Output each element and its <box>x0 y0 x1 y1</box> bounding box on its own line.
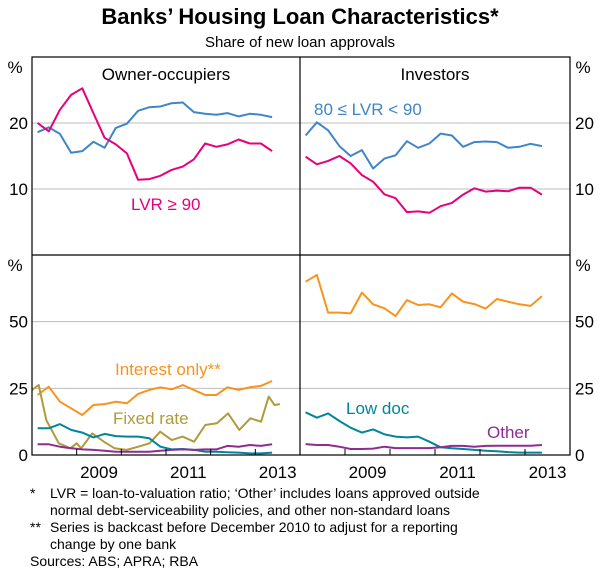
series-line-80-lvr-90 <box>304 121 543 170</box>
y-tick-label: 25 <box>9 379 28 398</box>
y-unit-label: % <box>575 58 590 77</box>
label-lvr-90: LVR ≥ 90 <box>131 195 201 214</box>
footnote-text: Series is backcast before December 2010 … <box>50 519 458 535</box>
y-tick-label: 20 <box>9 114 28 133</box>
series-line-lvr-90 <box>305 155 543 214</box>
y-tick-label: 0 <box>19 446 28 465</box>
footnote-mark: ** <box>30 519 41 535</box>
series-line-80-lvr-90 <box>37 101 273 154</box>
label-other: Other <box>487 423 530 442</box>
y-tick-label: 10 <box>9 180 28 199</box>
panel-title-owner: Owner-occupiers <box>102 65 231 84</box>
x-tick-label: 2011 <box>439 463 476 482</box>
x-tick-label: 2009 <box>349 463 387 482</box>
plot-frame <box>31 56 571 456</box>
y-tick-label: 0 <box>575 446 584 465</box>
footnote-mark: * <box>30 485 36 501</box>
footnote-text: change by one bank <box>50 536 177 552</box>
y-tick-label: 50 <box>575 313 594 332</box>
series-line-low-doc <box>305 411 542 454</box>
y-tick-label: 10 <box>575 180 594 199</box>
label-fixed-rate: Fixed rate <box>113 409 189 428</box>
footnote-text: LVR = loan-to-valuation ratio; ‘Other’ i… <box>50 485 480 501</box>
y-tick-label: 50 <box>9 313 28 332</box>
series-line-lvr-90 <box>37 87 273 181</box>
label-lvr-80-90: 80 ≤ LVR < 90 <box>314 100 422 119</box>
sources: Sources: ABS; APRA; RBA <box>30 553 199 569</box>
x-tick-label: 2013 <box>529 463 567 482</box>
series-line-interest-only- <box>305 274 543 318</box>
footnote-text: normal debt-serviceability policies, and… <box>50 502 450 518</box>
y-unit-label: % <box>7 256 22 275</box>
label-interest-only: Interest only** <box>115 360 221 379</box>
label-low-doc: Low doc <box>346 399 410 418</box>
x-tick-label: 2013 <box>259 463 297 482</box>
panel-title-investors: Investors <box>401 65 470 84</box>
x-tick-label: 2009 <box>80 463 118 482</box>
y-unit-label: % <box>575 256 590 275</box>
chart-subtitle: Share of new loan approvals <box>205 34 395 51</box>
series-line-interest-only- <box>37 380 273 416</box>
series-line-low-doc <box>37 423 273 455</box>
y-tick-label: 20 <box>575 114 594 133</box>
y-tick-label: 25 <box>575 379 594 398</box>
series-line-other <box>37 443 273 453</box>
series-line-other <box>305 443 542 450</box>
chart-title: Banks’ Housing Loan Characteristics* <box>101 4 499 29</box>
x-tick-label: 2011 <box>170 463 207 482</box>
y-unit-label: % <box>7 58 22 77</box>
